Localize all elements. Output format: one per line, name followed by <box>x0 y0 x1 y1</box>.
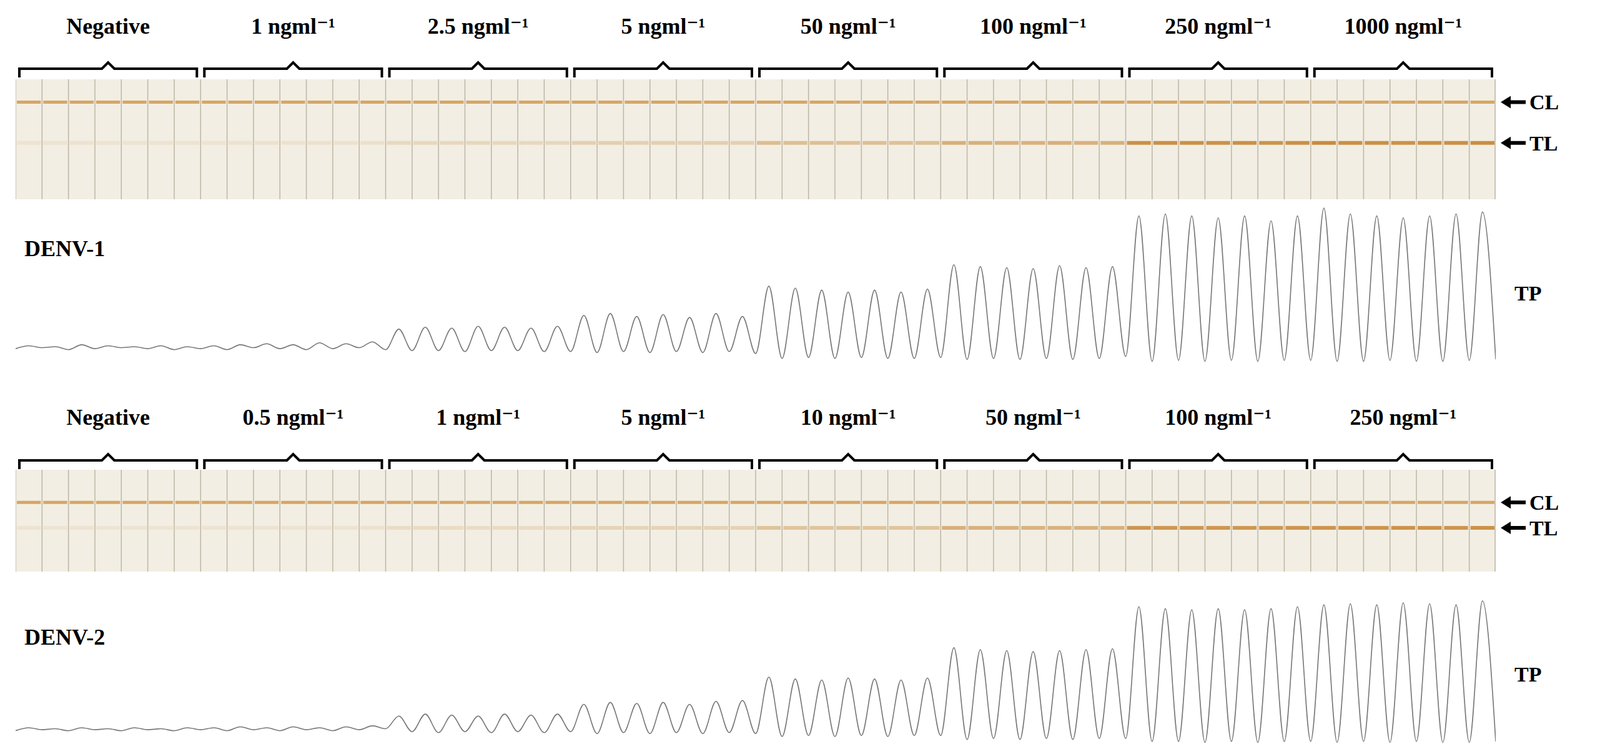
svg-text:50 ngml⁻¹: 50 ngml⁻¹ <box>800 13 897 39</box>
svg-text:Negative: Negative <box>66 404 150 430</box>
svg-text:5 ngml⁻¹: 5 ngml⁻¹ <box>620 404 706 430</box>
svg-text:50 ngml⁻¹: 50 ngml⁻¹ <box>985 404 1082 430</box>
svg-text:0.5 ngml⁻¹: 0.5 ngml⁻¹ <box>242 404 344 430</box>
svg-text:250 ngml⁻¹: 250 ngml⁻¹ <box>1349 404 1457 430</box>
svg-text:1000 ngml⁻¹: 1000 ngml⁻¹ <box>1343 13 1462 39</box>
html-text:TP: TP <box>1514 281 1542 305</box>
svg-text:1 ngml⁻¹: 1 ngml⁻¹ <box>251 13 336 39</box>
svg-text:CL: CL <box>1529 90 1559 114</box>
svg-text:Negative: Negative <box>66 13 150 39</box>
svg-text:1 ngml⁻¹: 1 ngml⁻¹ <box>435 404 521 430</box>
html-text:DENV-2: DENV-2 <box>24 624 106 650</box>
svg-text:100 ngml⁻¹: 100 ngml⁻¹ <box>979 13 1087 39</box>
svg-text:100 ngml⁻¹: 100 ngml⁻¹ <box>1164 404 1272 430</box>
svg-text:5 ngml⁻¹: 5 ngml⁻¹ <box>620 13 706 39</box>
svg-text:250 ngml⁻¹: 250 ngml⁻¹ <box>1164 13 1272 39</box>
svg-text:10 ngml⁻¹: 10 ngml⁻¹ <box>800 404 897 430</box>
svg-text:CL: CL <box>1529 490 1559 514</box>
html-text:DENV-1: DENV-1 <box>24 236 106 262</box>
svg-text:2.5 ngml⁻¹: 2.5 ngml⁻¹ <box>427 13 529 39</box>
html-text:TP: TP <box>1514 662 1542 686</box>
svg-text:TL: TL <box>1529 516 1558 540</box>
svg-text:TL: TL <box>1529 131 1558 155</box>
